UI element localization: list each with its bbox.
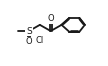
Text: O: O [26,37,32,46]
Text: S: S [26,27,32,36]
Text: Cl: Cl [36,36,44,45]
Text: O: O [47,14,54,23]
